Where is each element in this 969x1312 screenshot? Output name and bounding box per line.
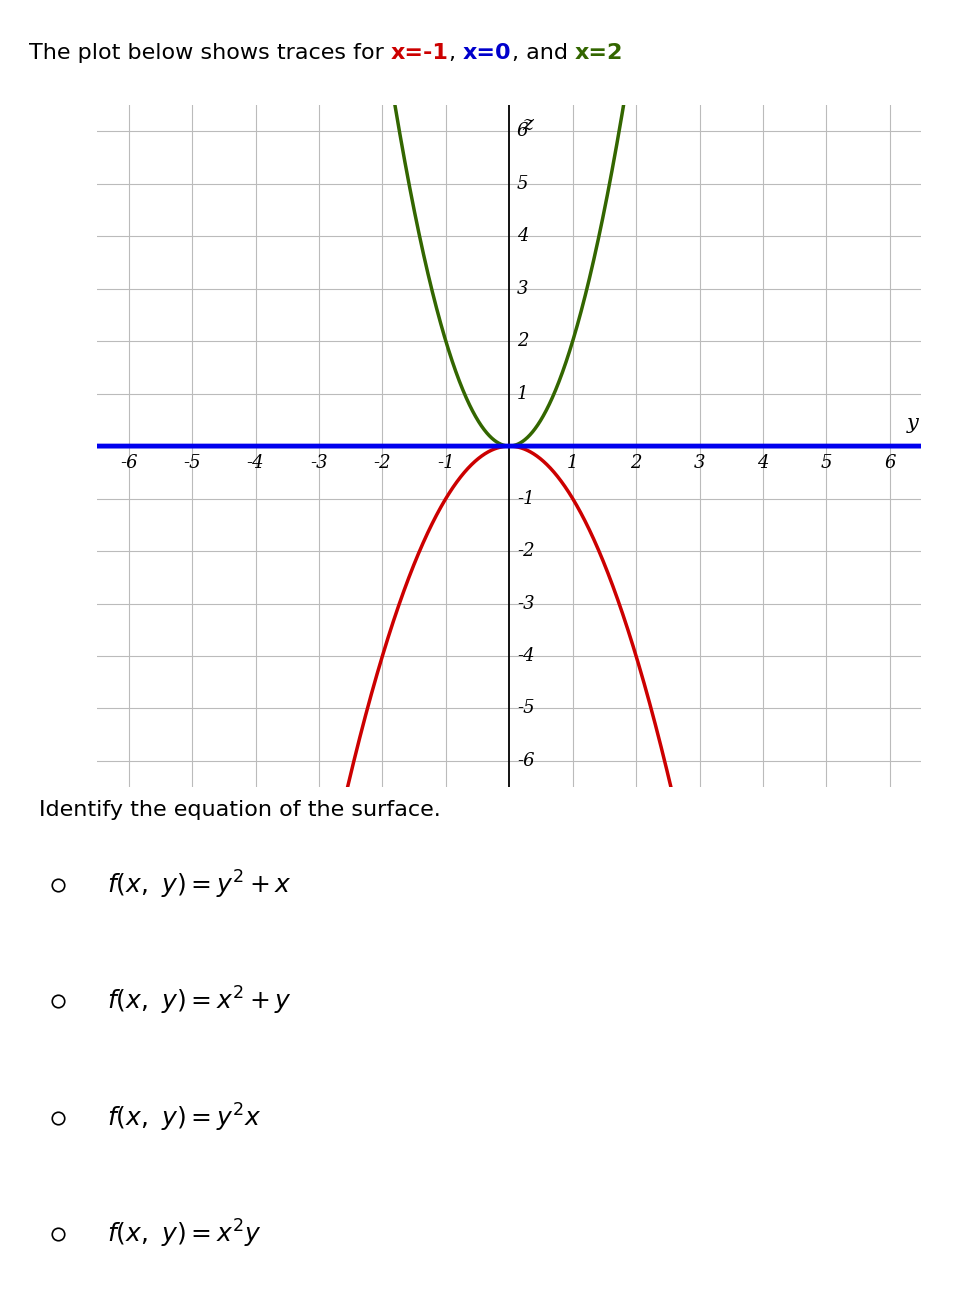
Text: x=0: x=0 (462, 43, 512, 63)
Text: $f(x,\ y) = y^2x$: $f(x,\ y) = y^2x$ (107, 1102, 261, 1134)
Text: -4: -4 (246, 454, 265, 472)
Text: $f(x,\ y) = x^2y$: $f(x,\ y) = x^2y$ (107, 1219, 261, 1250)
Text: $f(x,\ y) = x^2 + y$: $f(x,\ y) = x^2 + y$ (107, 985, 292, 1017)
Text: 4: 4 (757, 454, 767, 472)
Text: 2: 2 (516, 332, 528, 350)
Text: 6: 6 (883, 454, 894, 472)
Text: x=-1: x=-1 (391, 43, 449, 63)
Text: 2: 2 (630, 454, 641, 472)
Text: 1: 1 (566, 454, 578, 472)
Text: 3: 3 (516, 279, 528, 298)
Text: , and: , and (512, 43, 575, 63)
Text: -5: -5 (516, 699, 534, 718)
Text: y: y (906, 415, 918, 433)
Text: 5: 5 (516, 174, 528, 193)
Text: -3: -3 (310, 454, 328, 472)
Text: 1: 1 (516, 384, 528, 403)
Text: -1: -1 (516, 489, 534, 508)
Text: -6: -6 (516, 752, 534, 770)
Text: $f(x,\ y) = y^2 + x$: $f(x,\ y) = y^2 + x$ (107, 869, 292, 901)
Text: The plot below shows traces for: The plot below shows traces for (29, 43, 391, 63)
Text: 6: 6 (516, 122, 528, 140)
Text: 5: 5 (820, 454, 831, 472)
Text: x=2: x=2 (575, 43, 622, 63)
Text: -2: -2 (373, 454, 391, 472)
Text: -5: -5 (183, 454, 201, 472)
Text: -6: -6 (120, 454, 138, 472)
Text: 4: 4 (516, 227, 528, 245)
Text: Identify the equation of the surface.: Identify the equation of the surface. (39, 800, 440, 820)
Text: -1: -1 (437, 454, 454, 472)
Text: -4: -4 (516, 647, 534, 665)
Text: 3: 3 (693, 454, 704, 472)
Text: -2: -2 (516, 542, 534, 560)
Text: -3: -3 (516, 594, 534, 613)
Text: ,: , (449, 43, 462, 63)
Text: z: z (521, 115, 532, 134)
